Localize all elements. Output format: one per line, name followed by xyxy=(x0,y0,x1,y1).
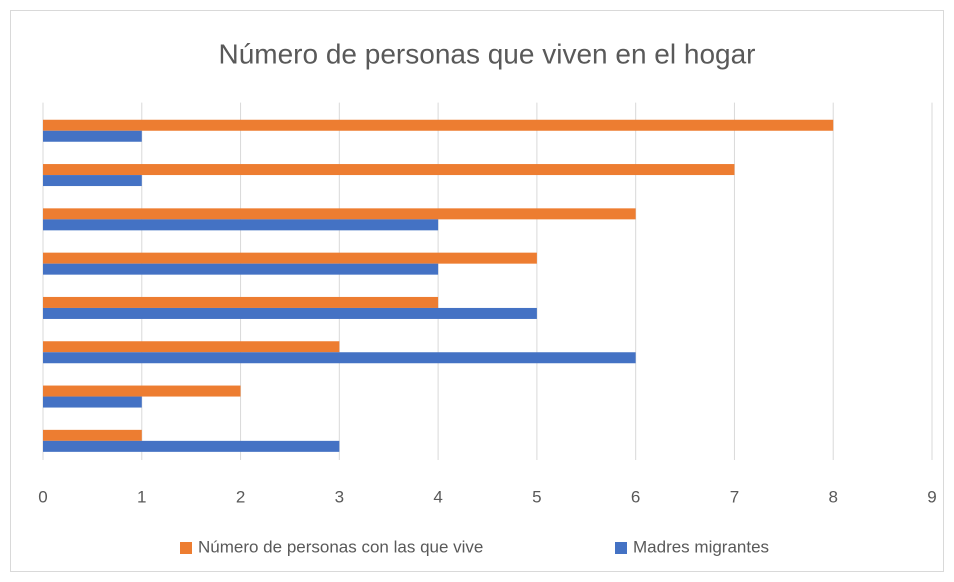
bar xyxy=(43,296,439,308)
bar xyxy=(43,341,340,353)
x-tick-label: 7 xyxy=(730,487,739,506)
chart-border xyxy=(10,10,944,572)
bar xyxy=(43,385,241,397)
bar xyxy=(43,429,142,441)
legend-label: Número de personas con las que vive xyxy=(198,537,483,556)
legend-label: Madres migrantes xyxy=(633,537,769,556)
x-tick-label: 5 xyxy=(532,487,541,506)
bar xyxy=(43,175,142,187)
bar xyxy=(43,396,142,408)
x-tick-label: 3 xyxy=(335,487,344,506)
bar xyxy=(43,440,340,452)
bar xyxy=(43,119,834,131)
x-tick-label: 4 xyxy=(433,487,442,506)
bar xyxy=(43,208,636,220)
chart-title: Número de personas que viven en el hogar xyxy=(218,38,755,69)
x-tick-label: 1 xyxy=(137,487,146,506)
x-tick-label: 2 xyxy=(236,487,245,506)
x-tick-label: 0 xyxy=(38,487,47,506)
legend-swatch xyxy=(615,542,627,554)
bar xyxy=(43,263,439,275)
bar xyxy=(43,164,735,176)
bar xyxy=(43,307,537,319)
x-tick-label: 6 xyxy=(631,487,640,506)
bar xyxy=(43,252,537,264)
legend-swatch xyxy=(180,542,192,554)
bar xyxy=(43,130,142,142)
x-tick-label: 8 xyxy=(828,487,837,506)
x-tick-label: 9 xyxy=(927,487,936,506)
bar xyxy=(43,219,439,231)
bar xyxy=(43,352,636,364)
